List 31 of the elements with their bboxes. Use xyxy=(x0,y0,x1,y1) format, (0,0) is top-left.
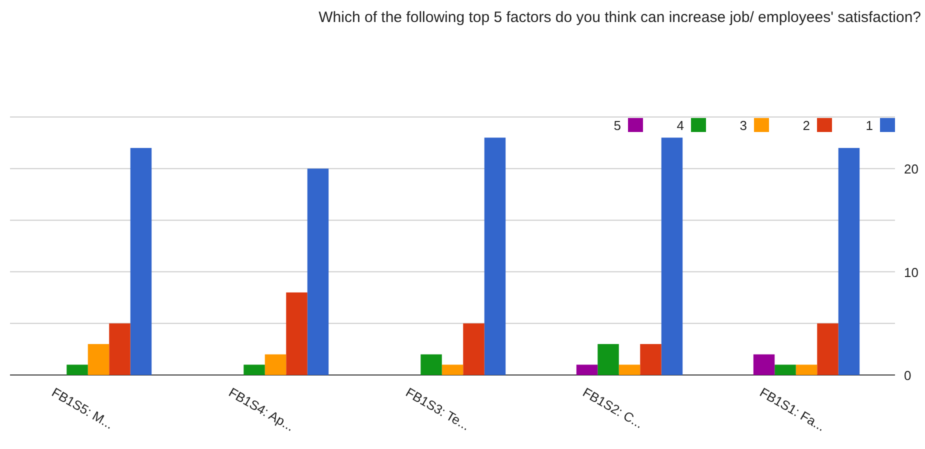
bar xyxy=(130,148,152,375)
bar xyxy=(88,344,110,375)
legend-label: 1 xyxy=(866,118,873,133)
bar xyxy=(838,148,860,375)
bar xyxy=(264,354,286,375)
legend-label: 5 xyxy=(614,118,621,133)
bar xyxy=(753,354,775,375)
bar xyxy=(640,344,662,375)
bar xyxy=(109,323,130,375)
bar xyxy=(66,364,88,375)
bar xyxy=(442,364,464,375)
legend-label: 3 xyxy=(740,118,747,133)
bar xyxy=(598,344,619,375)
y-tick-label: 10 xyxy=(904,264,918,280)
bar xyxy=(420,354,442,375)
chart-title: Which of the following top 5 factors do you think can increase job/ employees' satisfaction? xyxy=(318,9,921,26)
bar xyxy=(661,138,683,375)
bar xyxy=(576,364,598,375)
bar xyxy=(244,364,265,375)
bar xyxy=(286,292,308,375)
y-tick-label: 20 xyxy=(904,162,918,177)
legend-label: 4 xyxy=(676,118,684,133)
bar xyxy=(307,168,329,375)
bar xyxy=(618,364,640,375)
bar xyxy=(796,364,818,375)
bar xyxy=(463,323,484,375)
y-tick-label: 0 xyxy=(904,368,912,383)
bar xyxy=(774,364,796,375)
bar xyxy=(484,138,506,375)
legend-label: 2 xyxy=(802,118,810,133)
bar xyxy=(817,323,838,375)
